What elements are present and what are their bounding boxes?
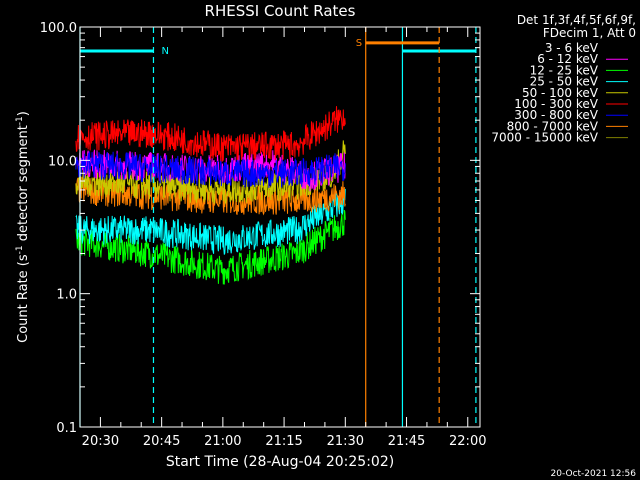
y-tick-label: 0.1 [56, 421, 77, 436]
legend-label: 50 - 100 keV [522, 86, 599, 100]
y-tick-label: 1.0 [56, 288, 77, 303]
legend-label: 800 - 7000 keV [507, 119, 599, 133]
x-tick-label: 21:15 [265, 434, 302, 449]
x-tick-label: 22:00 [449, 434, 486, 449]
x-axis-label: Start Time (28-Aug-04 20:25:02) [166, 454, 394, 470]
legend-label: 12 - 25 keV [530, 63, 599, 77]
annotation-label: N [161, 46, 168, 57]
legend-label: 6 - 12 keV [537, 52, 599, 66]
y-axis-label: Count Rate (s-1 detector segment-1) [15, 111, 31, 343]
legend-label: 3 - 6 keV [545, 41, 599, 55]
y-tick-label: 100.0 [40, 21, 77, 36]
chart-title: RHESSI Count Rates [205, 2, 356, 20]
series-line-12-25keV [75, 209, 346, 285]
legend-label: 300 - 800 keV [514, 108, 598, 122]
series-layer [75, 106, 346, 285]
x-axis: 20:30 20:45 21:00 21:15 21:30 21:45 22:00 [82, 27, 486, 449]
y-axis-label-sup2: -1 [15, 116, 25, 125]
y-axis-label-main: Count Rate (s [16, 254, 31, 343]
legend-label: 25 - 50 keV [530, 75, 599, 89]
legend-label: 7000 - 15000 keV [491, 131, 598, 145]
series-line-50-100keV [75, 140, 346, 206]
legend-header-1: Det 1f,3f,4f,5f,6f,9f, [517, 13, 636, 27]
y-tick-label: 10.0 [48, 154, 77, 169]
series-line-25-50keV [75, 188, 346, 255]
annotation-label: S [356, 38, 362, 49]
y-axis: 0.1 1.0 10.0 100.0 [40, 21, 480, 436]
plot-frame [79, 26, 481, 428]
x-tick-label: 21:30 [327, 434, 364, 449]
x-tick-label: 21:00 [204, 434, 241, 449]
series-line-300-800keV [75, 151, 346, 188]
y-axis-label-mid: detector segment [16, 125, 31, 245]
legend-header-2: FDecim 1, Att 0 [543, 26, 636, 40]
y-axis-label-end: ) [16, 111, 31, 116]
legend: Det 1f,3f,4f,5f,6f,9f, FDecim 1, Att 0 3… [491, 13, 636, 145]
legend-label: 100 - 300 keV [514, 97, 598, 111]
y-axis-label-sup1: -1 [15, 245, 25, 254]
x-tick-label: 21:45 [388, 434, 425, 449]
timestamp: 20-Oct-2021 12:56 [551, 469, 637, 479]
series-line-100-300keV [75, 106, 346, 162]
x-tick-label: 20:45 [143, 434, 180, 449]
x-tick-label: 20:30 [82, 434, 119, 449]
